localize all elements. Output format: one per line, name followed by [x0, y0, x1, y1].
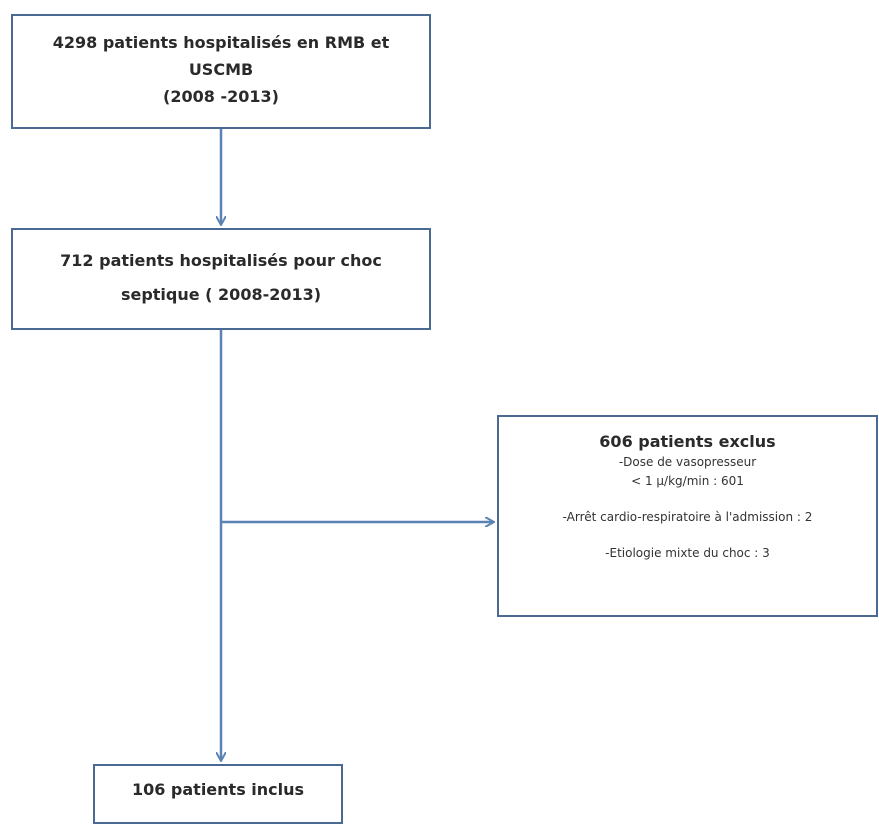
septic-line-1: 712 patients hospitalisés pour choc — [60, 251, 382, 270]
total-line-3: (2008 -2013) — [163, 87, 279, 106]
spacer — [499, 527, 876, 544]
included-patients-box: 106 patients inclus — [93, 764, 343, 824]
septic-shock-box: 712 patients hospitalisés pour choc sept… — [11, 228, 431, 330]
flow-connectors — [0, 129, 879, 803]
total-line-2: USCMB — [188, 60, 254, 79]
septic-line-2: septique ( 2008-2013) — [120, 285, 322, 304]
excluded-patients-box: 606 patients exclus -Dose de vasopresseu… — [497, 415, 878, 617]
total-line-1: 4298 patients hospitalisés en RMB et — [52, 33, 390, 52]
spacer — [499, 491, 876, 508]
exclusion-criterion-vasopressor: -Dose de vasopresseur — [618, 455, 757, 469]
exclusion-criterion-vasopressor-count: < 1 µ/kg/min : 601 — [631, 474, 744, 488]
exclusion-criterion-cardiac-arrest: -Arrêt cardio-respiratoire à l'admission… — [562, 510, 813, 524]
exclusion-criterion-mixed-etiology: -Etiologie mixte du choc : 3 — [605, 546, 770, 560]
included-title: 106 patients inclus — [131, 780, 305, 799]
excluded-title: 606 patients exclus — [599, 432, 776, 451]
total-patients-box: 4298 patients hospitalisés en RMB et USC… — [11, 14, 431, 129]
